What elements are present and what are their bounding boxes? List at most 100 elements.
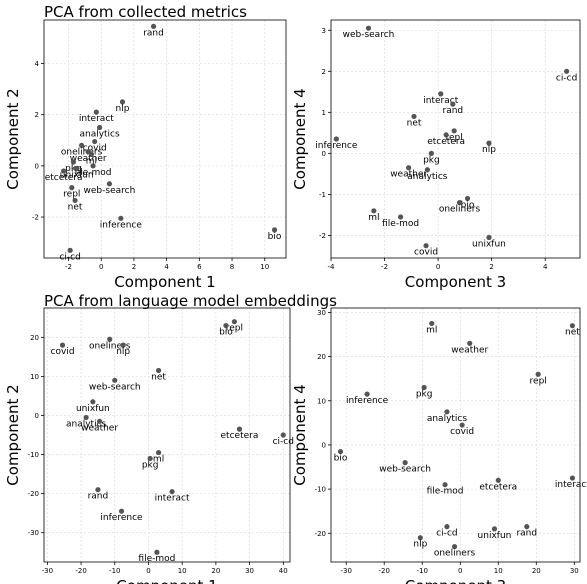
data-point-unixfun: [491, 526, 498, 532]
x-tick-label: 8: [230, 263, 234, 271]
point-label-pkg: pkg: [416, 390, 433, 400]
point-label-unixfun: unixfun: [60, 170, 94, 180]
x-tick-label: 2: [132, 263, 136, 271]
point-label-file-mod: file-mod: [138, 554, 175, 564]
point-label-analytics: analytics: [407, 172, 448, 182]
data-point-pkg: [147, 455, 153, 462]
x-tick-label: 4: [543, 263, 548, 271]
point-label-analytics: analytics: [79, 129, 120, 139]
data-point-analytics: [424, 167, 430, 173]
point-label-file-mod: file-mod: [427, 487, 464, 497]
data-point-etcetera: [61, 168, 67, 174]
data-point-nlp: [119, 99, 126, 105]
data-point-pkg: [70, 159, 77, 165]
point-label-pkg: pkg: [65, 164, 82, 174]
point-label-weather: weather: [70, 154, 107, 164]
data-point-net: [411, 113, 417, 120]
x-tick-label: -2: [65, 263, 72, 271]
data-point-web-search: [106, 181, 113, 187]
x-tick-label: -10: [109, 567, 120, 575]
y-tick-label: -2: [32, 214, 39, 222]
point-label-file-mod: file-mod: [382, 219, 419, 229]
data-point-interact: [569, 475, 575, 481]
data-point-etcetera: [236, 426, 243, 432]
x-tick-label: 20: [211, 567, 220, 575]
x-tick-label: 4: [164, 263, 169, 271]
x-axis-label: Component 3: [405, 273, 506, 291]
data-point-weather: [97, 418, 103, 424]
point-label-net: net: [565, 328, 580, 338]
y-tick-label: 0: [322, 441, 326, 449]
point-label-bio: bio: [334, 454, 348, 464]
point-label-rand: rand: [443, 106, 464, 116]
x-tick-label: 0: [436, 263, 440, 271]
x-tick-label: 30: [245, 567, 254, 575]
data-point-weather: [406, 165, 412, 171]
data-point-ml: [371, 208, 377, 214]
point-label-ci-cd: ci-cd: [59, 252, 80, 262]
point-label-nlp: nlp: [482, 145, 496, 155]
x-tick-label: -10: [417, 567, 428, 575]
data-point-repl: [535, 371, 541, 377]
point-label-interact: interact: [423, 96, 458, 106]
point-label-nlp: nlp: [116, 104, 130, 114]
y-tick-label: -30: [28, 529, 39, 537]
point-label-repl: repl: [226, 324, 243, 334]
x-tick-label: 0: [99, 263, 103, 271]
data-point-web-search: [402, 460, 408, 466]
x-axis-label: Component 1: [114, 273, 215, 291]
y-tick-label: 10: [30, 373, 39, 381]
data-point-web-search: [112, 377, 118, 383]
data-point-analytics: [83, 414, 89, 421]
point-label-net: net: [68, 202, 83, 212]
point-label-ci-cd: ci-cd: [436, 529, 457, 539]
data-point-oneliners: [79, 142, 85, 148]
point-label-web-search: web-search: [89, 382, 141, 392]
plot-frame: [330, 307, 581, 563]
plot-frame: [330, 19, 581, 259]
data-point-bio: [271, 227, 278, 233]
data-point-ml: [88, 151, 95, 157]
data-point-ci-cd: [67, 247, 73, 253]
data-point-interact: [438, 91, 444, 97]
plot-frame: [43, 307, 291, 563]
point-label-rand: rand: [516, 529, 537, 539]
point-label-nlp: nlp: [116, 347, 130, 357]
data-point-rand: [150, 23, 157, 29]
point-label-rand: rand: [88, 492, 109, 502]
point-label-file-mod: file-mod: [75, 168, 112, 178]
point-label-covid: covid: [83, 144, 107, 154]
point-label-web-search: web-search: [379, 465, 431, 475]
data-point-interact: [169, 489, 175, 495]
data-point-covid: [59, 342, 66, 348]
data-point-repl: [451, 128, 457, 134]
point-label-inference: inference: [100, 513, 143, 523]
point-label-etcetera: etcetera: [479, 482, 517, 492]
y-tick-label: -10: [28, 451, 39, 459]
y-tick-label: 20: [30, 334, 39, 342]
point-label-oneliners: oneliners: [89, 341, 131, 351]
data-point-covid: [459, 422, 465, 428]
data-point-inference: [118, 215, 124, 221]
data-point-weather: [467, 340, 473, 346]
point-label-repl: repl: [63, 190, 80, 200]
point-label-pkg: pkg: [142, 460, 159, 470]
y-axis-label: Component 2: [4, 384, 22, 485]
point-label-web-search: web-search: [84, 186, 136, 196]
y-tick-label: -10: [315, 486, 326, 494]
point-label-ml: ml: [368, 213, 379, 223]
y-tick-label: -20: [315, 530, 326, 538]
point-label-ml: ml: [86, 156, 97, 166]
point-label-weather: weather: [451, 345, 488, 355]
point-label-net: net: [151, 373, 166, 383]
y-tick-label: 1: [322, 109, 326, 117]
y-tick-label: -20: [28, 490, 39, 498]
point-label-oneliners: oneliners: [434, 549, 476, 559]
point-label-weather: weather: [390, 170, 427, 180]
y-tick-label: 30: [317, 309, 326, 317]
point-label-ml: ml: [153, 455, 164, 465]
data-point-nlp: [486, 140, 492, 146]
data-point-ci-cd: [444, 524, 450, 530]
y-tick-label: 2: [322, 68, 326, 76]
point-label-analytics: analytics: [66, 419, 107, 429]
